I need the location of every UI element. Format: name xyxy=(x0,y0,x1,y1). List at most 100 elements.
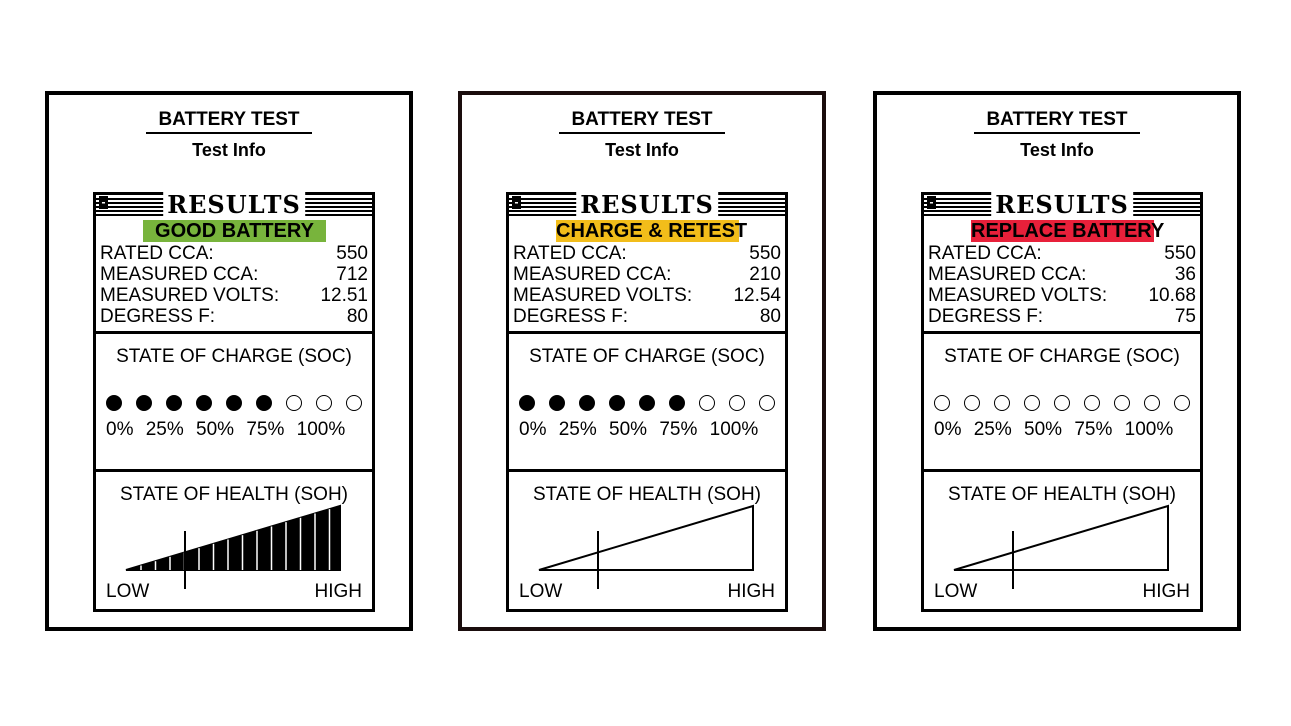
soh-low-label: LOW xyxy=(519,581,563,602)
reading-value: 80 xyxy=(346,306,368,327)
results-header: - RESULTS xyxy=(96,192,372,220)
divider xyxy=(96,469,372,472)
results-label: RESULTS xyxy=(163,192,305,218)
battery-test-panel-replace: BATTERY TEST Test Info - RESULTS REPLACE… xyxy=(873,91,1241,631)
reading-value: 12.51 xyxy=(320,285,368,306)
soh-high-label: HIGH xyxy=(1142,581,1191,602)
divider xyxy=(509,331,785,334)
soh-title: STATE OF HEALTH (SOH) xyxy=(947,484,1176,505)
soc-dot-empty xyxy=(1174,395,1190,411)
state-of-health: STATE OF HEALTH (SOH) LOW HIGH xyxy=(96,471,372,609)
reading-label: MEASURED VOLTS: xyxy=(513,285,693,306)
soh-triangle xyxy=(538,504,754,571)
soc-dot-empty xyxy=(699,395,715,411)
panel-title: BATTERY TEST xyxy=(559,109,725,134)
reading-label: MEASURED CCA: xyxy=(100,264,259,285)
soc-dot-empty xyxy=(994,395,1010,411)
reading-row: RATED CCA: 550 xyxy=(928,243,1196,264)
divider xyxy=(509,469,785,472)
soc-dot-empty xyxy=(1024,395,1040,411)
soc-dot-filled xyxy=(519,395,535,411)
readings: RATED CCA: 550 MEASURED CCA: 712 MEASURED … xyxy=(100,243,368,327)
reading-value: 550 xyxy=(336,243,368,264)
reading-value: 36 xyxy=(1174,264,1196,285)
soc-dot-filled xyxy=(106,395,122,411)
divider xyxy=(924,331,1200,334)
soc-dots xyxy=(934,395,1190,411)
minus-icon: - xyxy=(99,196,108,209)
state-of-health: STATE OF HEALTH (SOH) LOW HIGH xyxy=(509,471,785,609)
reading-label: MEASURED VOLTS: xyxy=(928,285,1108,306)
soh-high-label: HIGH xyxy=(727,581,776,602)
soc-dot-empty xyxy=(1114,395,1130,411)
reading-value: 550 xyxy=(749,243,781,264)
soc-dot-empty xyxy=(1144,395,1160,411)
divider xyxy=(924,469,1200,472)
soc-dot-filled xyxy=(166,395,182,411)
soc-dot-empty xyxy=(759,395,775,411)
soc-labels: 0% 25% 50% 75% 100% xyxy=(934,419,1174,440)
soc-dot-empty xyxy=(964,395,980,411)
reading-label: RATED CCA: xyxy=(513,243,627,264)
reading-value: 550 xyxy=(1164,243,1196,264)
soc-dot-empty xyxy=(286,395,302,411)
soc-dot-filled xyxy=(579,395,595,411)
reading-label: RATED CCA: xyxy=(928,243,1042,264)
state-of-charge: STATE OF CHARGE (SOC) 0% 25% 50% 75% 100… xyxy=(509,333,785,468)
reading-row: MEASURED VOLTS: 12.51 xyxy=(100,285,368,306)
results-screen: - RESULTS GOOD BATTERY RATED CCA: 550 MEA… xyxy=(93,192,375,612)
reading-row: MEASURED CCA: 210 xyxy=(513,264,781,285)
reading-value: 75 xyxy=(1174,306,1196,327)
state-of-charge: STATE OF CHARGE (SOC) 0% 25% 50% 75% 100… xyxy=(96,333,372,468)
soc-dot-filled xyxy=(226,395,242,411)
reading-label: DEGRESS F: xyxy=(928,306,1044,327)
soc-dot-empty xyxy=(1084,395,1100,411)
soc-labels: 0% 25% 50% 75% 100% xyxy=(106,419,346,440)
readings: RATED CCA: 550 MEASURED CCA: 210 MEASURED … xyxy=(513,243,781,327)
soc-dot-filled xyxy=(609,395,625,411)
soc-dot-empty xyxy=(934,395,950,411)
soc-dot-filled xyxy=(549,395,565,411)
test-info-label: Test Info xyxy=(1020,140,1094,160)
soc-dot-empty xyxy=(729,395,745,411)
reading-label: MEASURED CCA: xyxy=(513,264,672,285)
battery-test-panel-good: BATTERY TEST Test Info - RESULTS GOOD BA… xyxy=(45,91,413,631)
soc-dot-filled xyxy=(136,395,152,411)
reading-row: MEASURED VOLTS: 12.54 xyxy=(513,285,781,306)
test-info-label: Test Info xyxy=(605,140,679,160)
reading-row: RATED CCA: 550 xyxy=(100,243,368,264)
reading-value: 10.68 xyxy=(1148,285,1196,306)
soh-gauge xyxy=(125,504,341,589)
soc-dot-filled xyxy=(669,395,685,411)
soh-title: STATE OF HEALTH (SOH) xyxy=(119,484,348,505)
status-badge: CHARGE & RETEST xyxy=(556,220,748,242)
results-screen: - RESULTS REPLACE BATTERY RATED CCA: 550 … xyxy=(921,192,1203,612)
soc-title: STATE OF CHARGE (SOC) xyxy=(944,346,1180,367)
soc-dot-filled xyxy=(256,395,272,411)
reading-row: DEGRESS F: 80 xyxy=(100,306,368,327)
reading-value: 12.54 xyxy=(733,285,781,306)
panel-title: BATTERY TEST xyxy=(146,109,312,134)
results-label: RESULTS xyxy=(576,192,718,218)
soc-dots xyxy=(106,395,362,411)
reading-label: RATED CCA: xyxy=(100,243,214,264)
reading-value: 712 xyxy=(336,264,368,285)
soc-dots xyxy=(519,395,775,411)
results-header: - RESULTS xyxy=(924,192,1200,220)
soc-dot-filled xyxy=(639,395,655,411)
soc-labels: 0% 25% 50% 75% 100% xyxy=(519,419,759,440)
status-badge: REPLACE BATTERY xyxy=(971,220,1165,242)
soh-low-label: LOW xyxy=(934,581,978,602)
soc-dot-empty xyxy=(346,395,362,411)
reading-value: 210 xyxy=(749,264,781,285)
results-screen: - RESULTS CHARGE & RETEST RATED CCA: 550 … xyxy=(506,192,788,612)
soc-title: STATE OF CHARGE (SOC) xyxy=(529,346,765,367)
reading-label: DEGRESS F: xyxy=(513,306,629,327)
reading-label: DEGRESS F: xyxy=(100,306,216,327)
reading-row: MEASURED VOLTS: 10.68 xyxy=(928,285,1196,306)
reading-value: 80 xyxy=(759,306,781,327)
state-of-health: STATE OF HEALTH (SOH) LOW HIGH xyxy=(924,471,1200,609)
soh-triangle xyxy=(953,504,1169,571)
state-of-charge: STATE OF CHARGE (SOC) 0% 25% 50% 75% 100… xyxy=(924,333,1200,468)
soh-gauge xyxy=(538,504,754,589)
